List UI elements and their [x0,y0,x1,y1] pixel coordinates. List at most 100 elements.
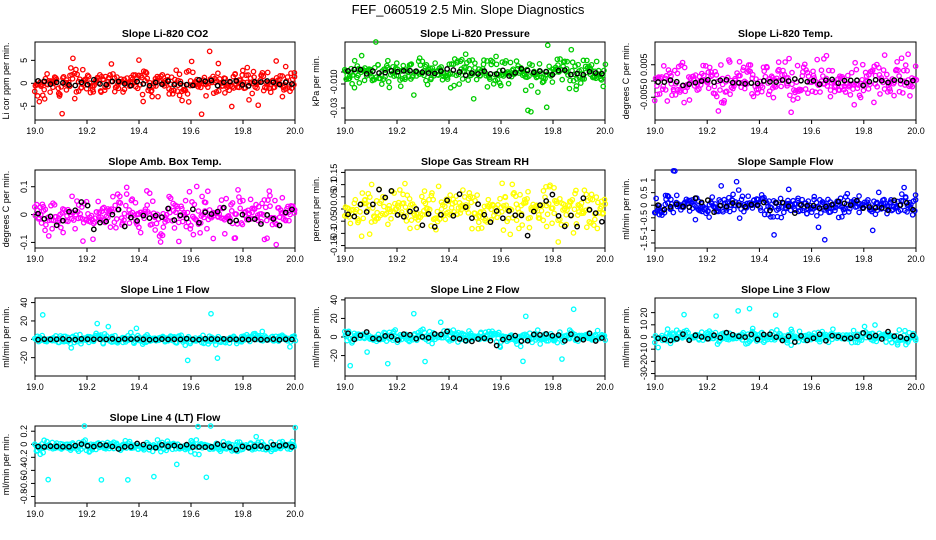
reference-points [35,335,295,343]
data-point [366,194,373,200]
panel-title: Slope Li-820 Temp. [738,28,833,40]
reference-point [723,203,730,210]
x-tick-label: 19.6 [492,126,510,136]
reference-point [245,216,252,223]
y-tick-label: -0.6 [19,476,29,492]
data-point [868,208,875,215]
data-point [529,62,536,69]
reference-point [816,205,823,212]
reference-point [35,210,41,217]
data-point [568,46,575,53]
data-point [735,308,741,314]
data-point [422,200,429,207]
y-tick-label: -20 [329,349,339,362]
reference-point [574,223,581,230]
data-point [912,63,919,70]
reference-point [394,212,401,218]
data-point [489,58,496,65]
data-point [384,57,391,64]
data-point [860,87,867,94]
data-points [31,183,298,248]
reference-point [729,79,736,86]
data-point [789,328,795,335]
reference-point [779,337,786,344]
x-tick-label: 19.2 [388,126,406,136]
reference-point [456,69,463,75]
y-axis-label: degrees C per min. [1,171,11,248]
data-point [785,186,792,193]
reference-point [159,441,165,448]
data-point [685,329,691,336]
reference-point [723,329,730,336]
data-point [386,202,393,209]
data-point [152,227,159,233]
data-point [207,423,214,429]
y-tick-label: -20 [19,351,29,364]
data-point [737,72,743,79]
reference-point [537,332,543,338]
data-point [33,201,40,208]
reference-point [239,443,246,450]
data-point [177,78,184,85]
reference-point [425,334,432,341]
reference-point [109,78,116,85]
data-point [701,72,707,79]
data-point [571,71,578,78]
data-point [848,69,855,76]
panel-title: Slope Gas Stream RH [421,156,529,168]
data-point [593,194,600,200]
reference-point [66,82,72,88]
reference-point [84,442,91,449]
data-point [749,205,756,211]
y-tick-label: 0 [19,442,29,447]
reference-point [177,80,184,87]
data-point [203,92,209,99]
reference-point [822,203,829,210]
reference-point [400,331,407,338]
data-point [368,181,375,188]
y-axis-label: percent per min. [311,176,321,241]
data-point [759,84,766,91]
data-point [901,184,907,191]
reference-point [202,335,209,342]
panel-title: Slope Amb. Box Temp. [108,156,221,168]
reference-point [891,197,898,204]
data-point [90,89,97,95]
reference-points [655,76,916,89]
data-point [397,83,404,90]
data-point [173,67,180,74]
reference-point [835,333,842,340]
reference-point [276,222,283,229]
data-points [31,423,299,483]
data-point [598,203,605,210]
reference-point [134,440,141,447]
data-point [68,345,75,351]
data-point [264,69,271,76]
reference-point [208,336,215,342]
y-tick-label: -10 [639,343,649,356]
data-point [430,196,437,203]
data-point [569,196,576,203]
reference-point [791,76,798,82]
data-point [239,67,246,74]
reference-point [810,77,817,84]
data-point [602,201,609,207]
reference-point [680,203,686,210]
data-point [273,221,280,228]
reference-point [376,336,382,342]
reference-point [47,336,54,343]
data-point [519,222,526,228]
data-point [111,88,118,95]
data-point [381,203,387,210]
data-point [223,195,230,202]
data-point [895,67,901,74]
reference-point [233,336,240,343]
reference-point [878,336,885,342]
y-tick-label: 0 [19,337,29,342]
data-point [369,205,376,211]
data-point [717,87,723,93]
reference-point [891,333,898,340]
reference-point [196,76,202,83]
reference-point [134,336,141,342]
data-point [197,84,204,91]
